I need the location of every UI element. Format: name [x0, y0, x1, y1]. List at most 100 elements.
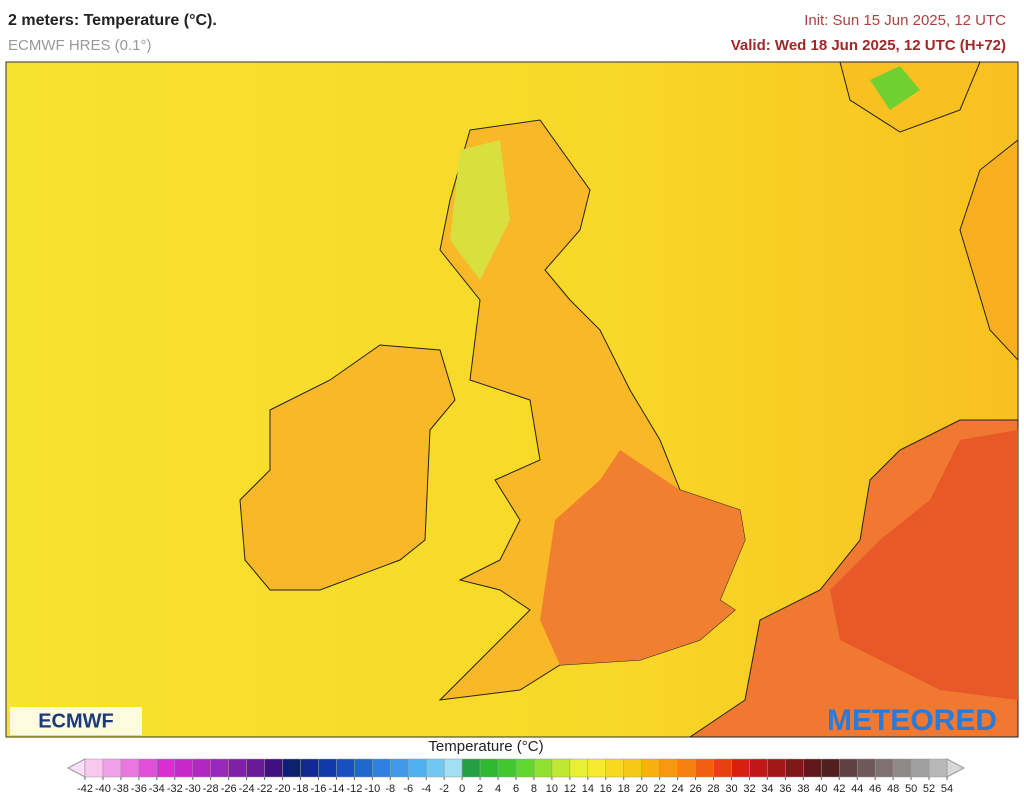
- legend-tick-label: 38: [797, 783, 809, 795]
- legend-tick-label: -42: [77, 783, 93, 795]
- legend-color-cell: [246, 758, 265, 778]
- legend-tick-label: 16: [600, 783, 612, 795]
- legend-color-cell: [479, 758, 499, 778]
- legend-tick-label: -36: [131, 783, 147, 795]
- legend-color-cell: [677, 758, 696, 778]
- ireland: [239, 344, 456, 591]
- legend-color-cell: [192, 758, 211, 778]
- legend-tick-label: 8: [531, 783, 537, 795]
- legend-color-cell: [928, 758, 948, 778]
- legend-tick-label: -10: [364, 783, 380, 795]
- legend-color-cell: [569, 758, 589, 778]
- legend-tick-label: 32: [743, 783, 755, 795]
- meteored-logo: METEORED: [827, 704, 997, 737]
- legend-tick-label: -20: [275, 783, 291, 795]
- legend-tick-label: -12: [346, 783, 362, 795]
- legend-tick-label: -26: [221, 783, 237, 795]
- legend-color-cell: [84, 758, 104, 778]
- legend-tick-label: 52: [923, 783, 935, 795]
- legend-tick-label: 26: [689, 783, 701, 795]
- legend-tick-label: 10: [546, 783, 558, 795]
- legend-tick-label: -22: [257, 783, 273, 795]
- legend-tick-label: -34: [149, 783, 165, 795]
- legend-tick-label: 42: [833, 783, 845, 795]
- legend-color-cell: [443, 758, 463, 778]
- legend-color-cell: [318, 758, 337, 778]
- legend-color-cell: [731, 758, 750, 778]
- legend-tick-label: 28: [707, 783, 719, 795]
- legend-color-cell: [605, 758, 625, 778]
- legend-tick-label: 44: [851, 783, 863, 795]
- legend-color-cell: [892, 758, 912, 778]
- legend-color-cell: [102, 758, 122, 778]
- legend-tick-label: 36: [779, 783, 791, 795]
- legend-color-cell: [408, 758, 427, 778]
- legend-tick-label: -32: [167, 783, 183, 795]
- legend-tick-label: 30: [725, 783, 737, 795]
- legend-tick-label: 12: [564, 783, 576, 795]
- legend-color-cell: [228, 758, 247, 778]
- legend-color-cell: [120, 758, 140, 778]
- legend-tick-label: -16: [311, 783, 327, 795]
- legend-tick-label: -38: [113, 783, 129, 795]
- legend-color-cell: [282, 758, 301, 778]
- legend-color-cell: [767, 758, 786, 778]
- legend-color-cell: [587, 758, 607, 778]
- legend-color-cell: [856, 758, 876, 778]
- legend-color-cell: [803, 758, 822, 778]
- legend-tick-label: 2: [477, 783, 483, 795]
- legend-tick-label: 40: [815, 783, 827, 795]
- legend-title: Temperature (°C): [428, 738, 543, 755]
- ecmwf-logo: ECMWF: [38, 710, 114, 732]
- legend-color-cell: [300, 758, 319, 778]
- legend-color-cell: [138, 758, 158, 778]
- legend-color-cell: [461, 758, 481, 778]
- legend-color-cell: [821, 758, 840, 778]
- legend: -42 -40 -38 -36 -34 -32 -30 -28 -26 -24 -22 -20 -18-…: [66, 758, 966, 795]
- legend-tick-label: -40: [95, 783, 111, 795]
- legend-tick-label: 14: [582, 783, 594, 795]
- map: ECMWF METEORED: [5, 61, 1019, 738]
- continent-hot: [830, 430, 1018, 700]
- highlands: [450, 140, 510, 280]
- legend-tick-label: 50: [905, 783, 917, 795]
- valid-time: Valid: Wed 18 Jun 2025, 12 UTC (H+72): [731, 37, 1006, 54]
- legend-tick-label: 34: [761, 783, 773, 795]
- legend-color-cell: [336, 758, 355, 778]
- england-south: [540, 450, 745, 665]
- legend-color-cell: [623, 758, 642, 778]
- legend-tick-label: -4: [421, 783, 431, 795]
- legend-tick-label: -2: [439, 783, 449, 795]
- legend-color-cell: [839, 758, 858, 778]
- highland-cool: [870, 66, 920, 110]
- init-time: Init: Sun 15 Jun 2025, 12 UTC: [804, 12, 1006, 29]
- legend-color-cell: [874, 758, 894, 778]
- legend-color-cell: [659, 758, 678, 778]
- legend-tick-label: -30: [185, 783, 201, 795]
- legend-tick-label: 4: [495, 783, 501, 795]
- legend-color-cell: [641, 758, 660, 778]
- legend-color-cell: [354, 758, 373, 778]
- legend-tick-label: 54: [941, 783, 953, 795]
- legend-color-cell: [156, 758, 176, 778]
- legend-color-cell: [910, 758, 930, 778]
- legend-color-cell: [174, 758, 194, 778]
- legend-color-cell: [533, 758, 553, 778]
- legend-tick-label: 18: [618, 783, 630, 795]
- ecmwf-logo-bg: [10, 707, 142, 735]
- legend-tick-label: 0: [459, 783, 465, 795]
- legend-color-cell: [515, 758, 535, 778]
- legend-color-cell: [372, 758, 391, 778]
- legend-tick-label: -18: [293, 783, 309, 795]
- legend-tick-label: -6: [403, 783, 413, 795]
- legend-color-cell: [713, 758, 732, 778]
- legend-tick-label: -8: [385, 783, 395, 795]
- legend-color-cell: [425, 758, 445, 778]
- subtitle: ECMWF HRES (0.1°): [8, 37, 152, 54]
- legend-color-cell: [497, 758, 517, 778]
- legend-tick-label: 22: [654, 783, 666, 795]
- legend-tick-label: -14: [328, 783, 344, 795]
- legend-low-arrow: [66, 758, 86, 778]
